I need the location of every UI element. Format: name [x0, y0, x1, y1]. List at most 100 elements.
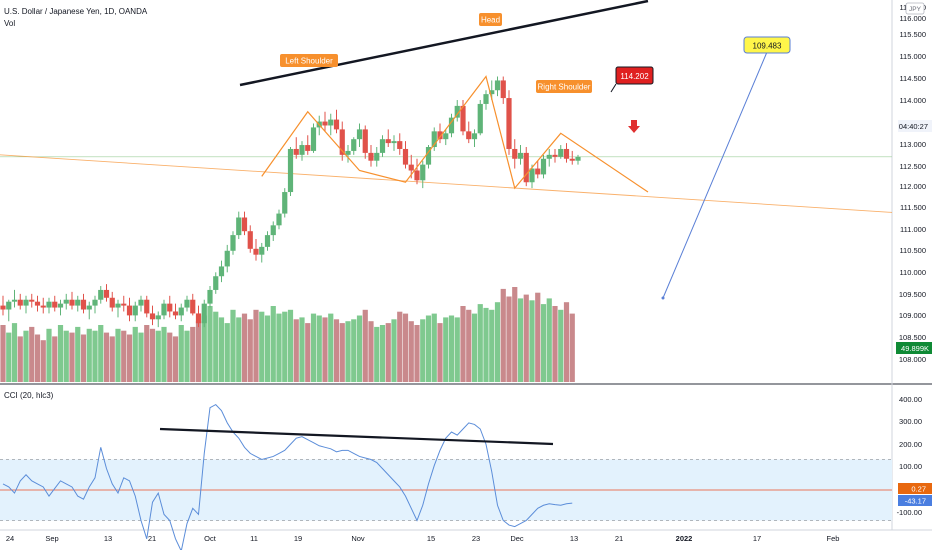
candle-body	[184, 299, 190, 308]
volume-bar	[402, 313, 409, 382]
volume-bar	[230, 309, 236, 382]
right-shoulder-label: Right Shoulder	[538, 83, 591, 92]
candle-body	[126, 305, 133, 316]
candle-body	[351, 139, 357, 151]
volume-bar	[558, 309, 564, 382]
volume-bar	[483, 307, 489, 382]
time-tick-label: 2022	[676, 534, 693, 543]
price-tick-label: 108.500	[899, 333, 926, 342]
price-tick-label: 116.000	[899, 14, 926, 23]
volume-bar	[397, 311, 403, 382]
volume-bar	[109, 336, 115, 382]
volume-bar	[305, 323, 311, 382]
volume-bar	[149, 328, 156, 382]
symbol-title: U.S. Dollar / Japanese Yen, 1D, OANDA	[4, 7, 148, 16]
candle-body	[287, 148, 294, 193]
volume-bar	[57, 325, 64, 382]
candle-body	[201, 303, 207, 324]
volume-label: Vol	[4, 19, 16, 28]
volume-bar	[529, 300, 535, 382]
candle-body	[0, 305, 6, 310]
candle-body	[149, 313, 156, 320]
orange-trendline	[0, 154, 893, 213]
volume-bar	[535, 292, 541, 382]
volume-bar	[460, 306, 466, 382]
candle-body	[535, 168, 541, 175]
candle-body	[333, 119, 340, 130]
candle-body	[241, 217, 248, 232]
volume-bar	[466, 309, 472, 382]
cci-tick-label: -100.00	[897, 508, 922, 517]
volume-bar	[138, 332, 144, 382]
volume-bar	[195, 321, 202, 382]
price-tick-label: 114.500	[899, 74, 926, 83]
candle-body	[57, 303, 64, 308]
candle-body	[402, 148, 409, 165]
volume-bar	[34, 334, 41, 382]
currency-badge-bg	[905, 2, 925, 15]
price-tick-label: 114.000	[899, 96, 926, 105]
volume-bar	[236, 317, 242, 382]
volume-bar	[500, 288, 506, 382]
cci-neg-value-label: -43.17	[905, 497, 926, 506]
candle-body	[414, 170, 420, 181]
volume-bar	[287, 309, 294, 382]
volume-bar	[178, 325, 184, 382]
cci-neg-tag-bg	[898, 495, 932, 506]
candle-body	[397, 141, 403, 149]
candle-body	[80, 299, 87, 310]
volume-bar	[477, 304, 483, 382]
price-tick-label: 115.500	[899, 30, 926, 39]
time-tick-label: 19	[294, 534, 302, 543]
candle-body	[391, 141, 397, 144]
volume-bar	[316, 315, 322, 382]
volume-bar	[546, 298, 552, 382]
volume-bar	[437, 323, 443, 382]
candle-body	[132, 305, 138, 316]
volume-bar	[218, 317, 225, 382]
price-tick-label: 110.000	[899, 268, 926, 277]
candle-body	[115, 303, 121, 308]
candle-body	[529, 168, 535, 183]
volume-bar	[563, 302, 570, 382]
candle-body	[282, 192, 288, 214]
candle-body	[483, 94, 489, 104]
candle-body	[213, 276, 219, 290]
time-tick-label: 21	[615, 534, 623, 543]
volume-bar	[144, 325, 150, 382]
candle-body	[299, 145, 305, 155]
candle-body	[11, 299, 18, 302]
candle-body	[40, 305, 46, 308]
volume-bar	[46, 328, 52, 382]
candle-body	[322, 121, 328, 126]
volume-bar	[322, 317, 328, 382]
candle-body	[167, 303, 173, 312]
candle-body	[431, 131, 437, 148]
candle-body	[506, 98, 512, 149]
time-tick-label: 21	[148, 534, 156, 543]
volume-bar	[207, 306, 213, 382]
volume-bar	[270, 306, 276, 382]
volume-bar	[172, 336, 179, 382]
candle-body	[75, 299, 81, 306]
target-projection-start-dot	[661, 296, 665, 300]
time-tick-label: 23	[472, 534, 480, 543]
price-callout-pointer	[610, 83, 617, 93]
left-shoulder-label: Left Shoulder	[285, 57, 333, 66]
left-shoulder-label-bg	[280, 54, 338, 67]
volume-bar	[512, 287, 518, 382]
candle-body	[247, 231, 253, 249]
current-time-label: 04:40:27	[899, 122, 928, 131]
candle-body	[575, 156, 581, 161]
candle-body	[379, 139, 386, 153]
volume-bar	[69, 332, 75, 382]
volume-bar	[92, 330, 98, 382]
price-tick-label: 111.500	[900, 203, 926, 212]
candle-body	[420, 164, 426, 181]
volume-bar	[339, 323, 345, 382]
volume-bar	[471, 313, 478, 382]
volume-bar	[132, 326, 138, 382]
candle-body	[569, 158, 575, 161]
